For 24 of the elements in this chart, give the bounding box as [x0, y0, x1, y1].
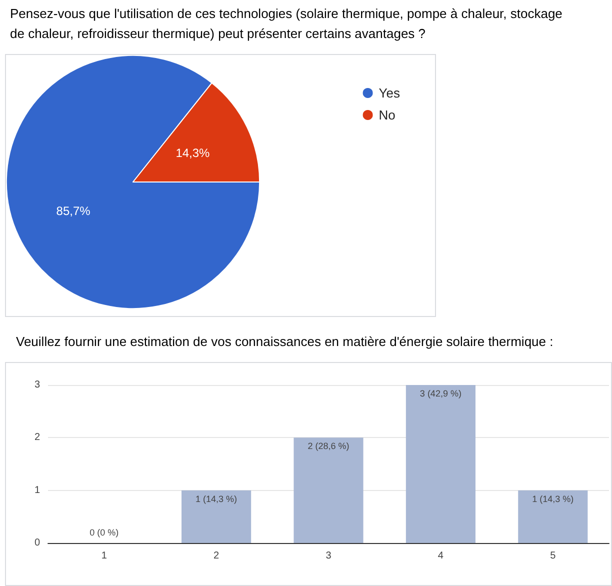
- data-label: 85,7%: [56, 204, 91, 218]
- x-tick-label: 5: [550, 550, 556, 562]
- legend-label: Yes: [378, 86, 400, 100]
- data-label: 0 (0 %): [90, 528, 119, 538]
- x-tick-label: 2: [214, 550, 220, 562]
- chart-title: Pensez-vous que l'utilisation de ces technologies (solaire thermique, pompe à chaleur, stockage de chaleur, refroidisseur thermique) peut présenter certains avantages ?: [10, 5, 564, 43]
- y-tick-label: 1: [34, 484, 40, 496]
- x-tick-label: 4: [438, 550, 444, 562]
- y-tick-label: 2: [34, 432, 40, 444]
- y-tick-label: 0: [34, 538, 40, 548]
- x-tick-label: 3: [326, 550, 332, 562]
- data-label: 2 (28,6 %): [308, 441, 350, 452]
- data-label: 3 (42,9 %): [420, 388, 462, 398]
- data-label: 1 (14,3 %): [532, 494, 574, 504]
- bar: [182, 490, 252, 543]
- data-label: 1 (14,3 %): [196, 494, 238, 504]
- data-label: 14,3%: [176, 146, 210, 160]
- legend-label: No: [378, 108, 396, 122]
- y-tick-label: 3: [34, 380, 40, 390]
- bar: [294, 438, 364, 543]
- bar: [406, 385, 476, 543]
- bar: [518, 490, 588, 543]
- chart-title: Veuillez fournir une estimation de vos connaissances en matière d'énergie solaire thermique :: [16, 333, 554, 351]
- x-tick-label: 1: [101, 550, 108, 562]
